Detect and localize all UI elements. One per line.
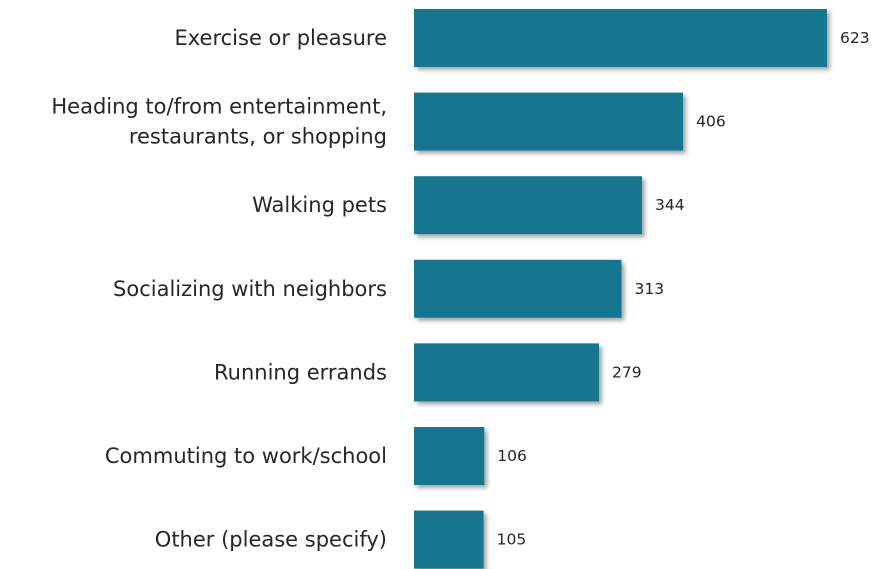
category-label-line: Exercise or pleasure: [174, 26, 387, 50]
category-label-line: restaurants, or shopping: [129, 125, 387, 149]
bar-4: [414, 343, 599, 402]
category-label-line: Walking pets: [252, 193, 387, 217]
bar-2: [414, 176, 642, 235]
value-label-2: 344: [655, 196, 685, 214]
value-label-6: 105: [497, 531, 527, 549]
value-label-3: 313: [635, 280, 665, 298]
category-label-2: Walking pets: [252, 193, 387, 217]
bar-6: [414, 510, 484, 569]
category-labels: Exercise or pleasure Heading to/from ente…: [51, 26, 387, 552]
value-label-5: 106: [497, 447, 527, 465]
category-label-1: Heading to/from entertainment, restaurant…: [51, 95, 387, 149]
category-label-line: Running errands: [214, 360, 387, 384]
category-label-0: Exercise or pleasure: [174, 26, 387, 50]
category-label-line: Other (please specify): [155, 528, 387, 552]
bars: [414, 9, 827, 569]
value-label-1: 406: [696, 113, 726, 131]
category-label-line: Socializing with neighbors: [113, 277, 387, 301]
bar-5: [414, 427, 485, 485]
value-label-4: 279: [612, 363, 642, 381]
category-label-6: Other (please specify): [155, 528, 387, 552]
bar-0: [414, 9, 827, 67]
value-label-0: 623: [840, 29, 870, 47]
category-label-line: Commuting to work/school: [105, 444, 387, 468]
bar-1: [414, 92, 684, 151]
value-labels: 623 406 344 313 279 106 105: [497, 29, 870, 549]
category-label-line: Heading to/from entertainment,: [51, 95, 387, 119]
category-label-4: Running errands: [214, 360, 387, 384]
category-label-5: Commuting to work/school: [105, 444, 387, 468]
bar-3: [414, 259, 622, 318]
category-label-3: Socializing with neighbors: [113, 277, 387, 301]
